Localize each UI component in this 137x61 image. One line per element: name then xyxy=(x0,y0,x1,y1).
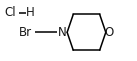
Text: Br: Br xyxy=(18,26,32,39)
Text: O: O xyxy=(105,26,114,39)
Text: Cl: Cl xyxy=(4,6,16,19)
Text: N: N xyxy=(58,26,67,39)
Text: H: H xyxy=(25,6,34,19)
